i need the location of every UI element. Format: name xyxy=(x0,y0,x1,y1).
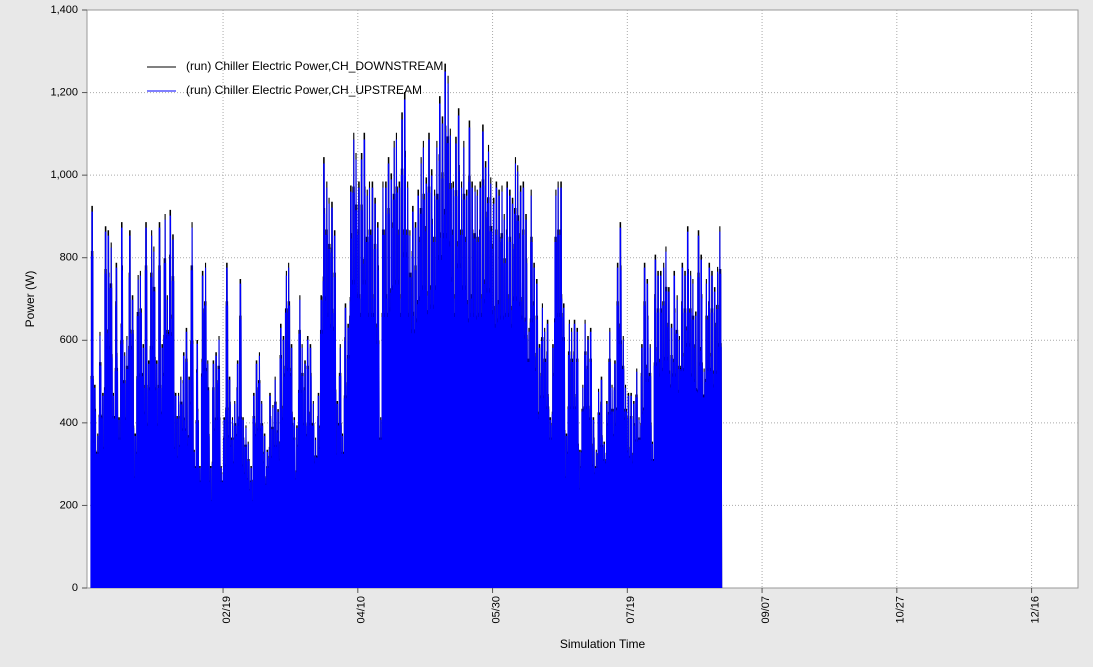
legend: (run) Chiller Electric Power,CH_DOWNSTRE… xyxy=(147,59,443,97)
x-tick-label: 02/19 xyxy=(221,596,233,624)
x-tick-label: 09/07 xyxy=(760,596,772,624)
axes: 0 200 400 600 800 1,000 1,200 1,400 02/19 04/10 05… xyxy=(50,4,1041,624)
x-tick-label: 07/19 xyxy=(625,596,637,624)
legend-label-upstream: (run) Chiller Electric Power,CH_UPSTREAM xyxy=(186,83,422,97)
y-tick-label: 800 xyxy=(60,252,78,264)
x-tick-label: 10/27 xyxy=(895,596,907,624)
y-axis-label: Power (W) xyxy=(23,271,37,328)
y-tick-label: 600 xyxy=(60,334,78,346)
grid xyxy=(87,10,1078,588)
y-tick-label: 400 xyxy=(60,417,78,429)
x-tick-label: 05/30 xyxy=(490,596,502,624)
legend-label-downstream: (run) Chiller Electric Power,CH_DOWNSTRE… xyxy=(186,59,443,73)
series-line-upstream xyxy=(90,71,723,589)
y-tick-label: 0 xyxy=(72,582,78,594)
y-tick-label: 1,200 xyxy=(50,86,78,98)
x-axis-label: Simulation Time xyxy=(560,637,646,651)
y-tick-label: 200 xyxy=(60,499,78,511)
y-tick-label: 1,000 xyxy=(50,169,78,181)
x-tick-label: 04/10 xyxy=(356,596,368,624)
y-tick-label: 1,400 xyxy=(50,4,78,16)
series-layer xyxy=(90,63,723,589)
x-tick-label: 12/16 xyxy=(1029,596,1041,624)
